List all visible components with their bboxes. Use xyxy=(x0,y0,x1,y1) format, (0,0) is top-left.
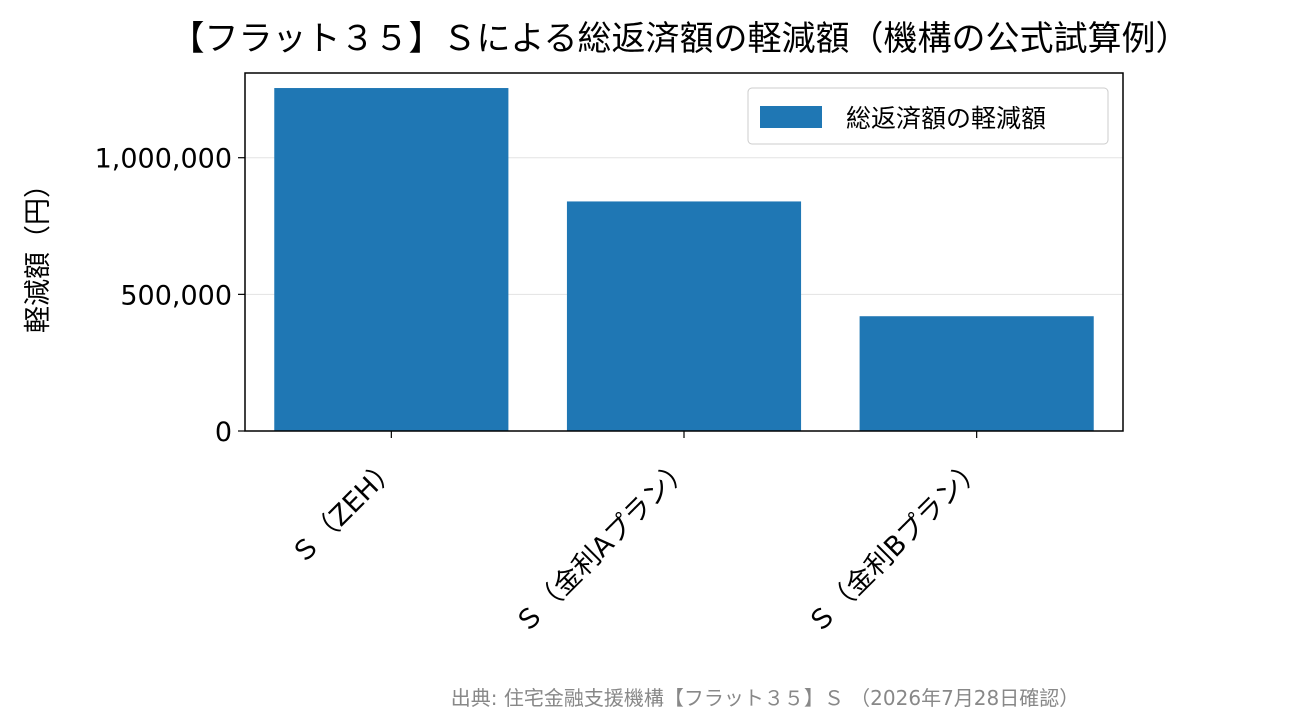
chart-title: 【フラット３５】Ｓによる総返済額の軽減額（機構の公式試算例） xyxy=(171,19,1190,59)
legend-frame xyxy=(747,87,1109,145)
y-tick-label: 1,000,000 xyxy=(95,144,232,175)
bar xyxy=(566,201,802,431)
y-axis-label: 軽減額（円） xyxy=(23,171,54,333)
bar xyxy=(274,88,509,432)
legend-swatch xyxy=(760,106,822,128)
x-tick-label: Ｓ（金利Bプラン） xyxy=(802,452,990,640)
legend-label: 総返済額の軽減額 xyxy=(846,104,1046,133)
y-axis-ticks: 0 500,000 1,000,000 xyxy=(95,144,245,448)
bar xyxy=(859,316,1094,431)
y-tick-label: 500,000 xyxy=(120,280,232,311)
bars xyxy=(274,88,1094,432)
x-axis-ticks: Ｓ（ZEH） Ｓ（金利Aプラン） Ｓ（金利Bプラン） xyxy=(286,431,990,640)
x-tick-label: Ｓ（金利Aプラン） xyxy=(509,452,697,640)
plot-area: 0 500,000 1,000,000 Ｓ（ZEH） Ｓ（金利Aプラン） Ｓ（金利Bプラ… xyxy=(95,72,1124,640)
x-tick-label: Ｓ（ZEH） xyxy=(286,452,405,571)
source-note: 出典: 住宅金融支援機構【フラット３５】Ｓ （2026年7月28日確認） xyxy=(451,686,1080,710)
legend: 総返済額の軽減額 xyxy=(747,87,1109,145)
y-tick-label: 0 xyxy=(215,417,232,448)
